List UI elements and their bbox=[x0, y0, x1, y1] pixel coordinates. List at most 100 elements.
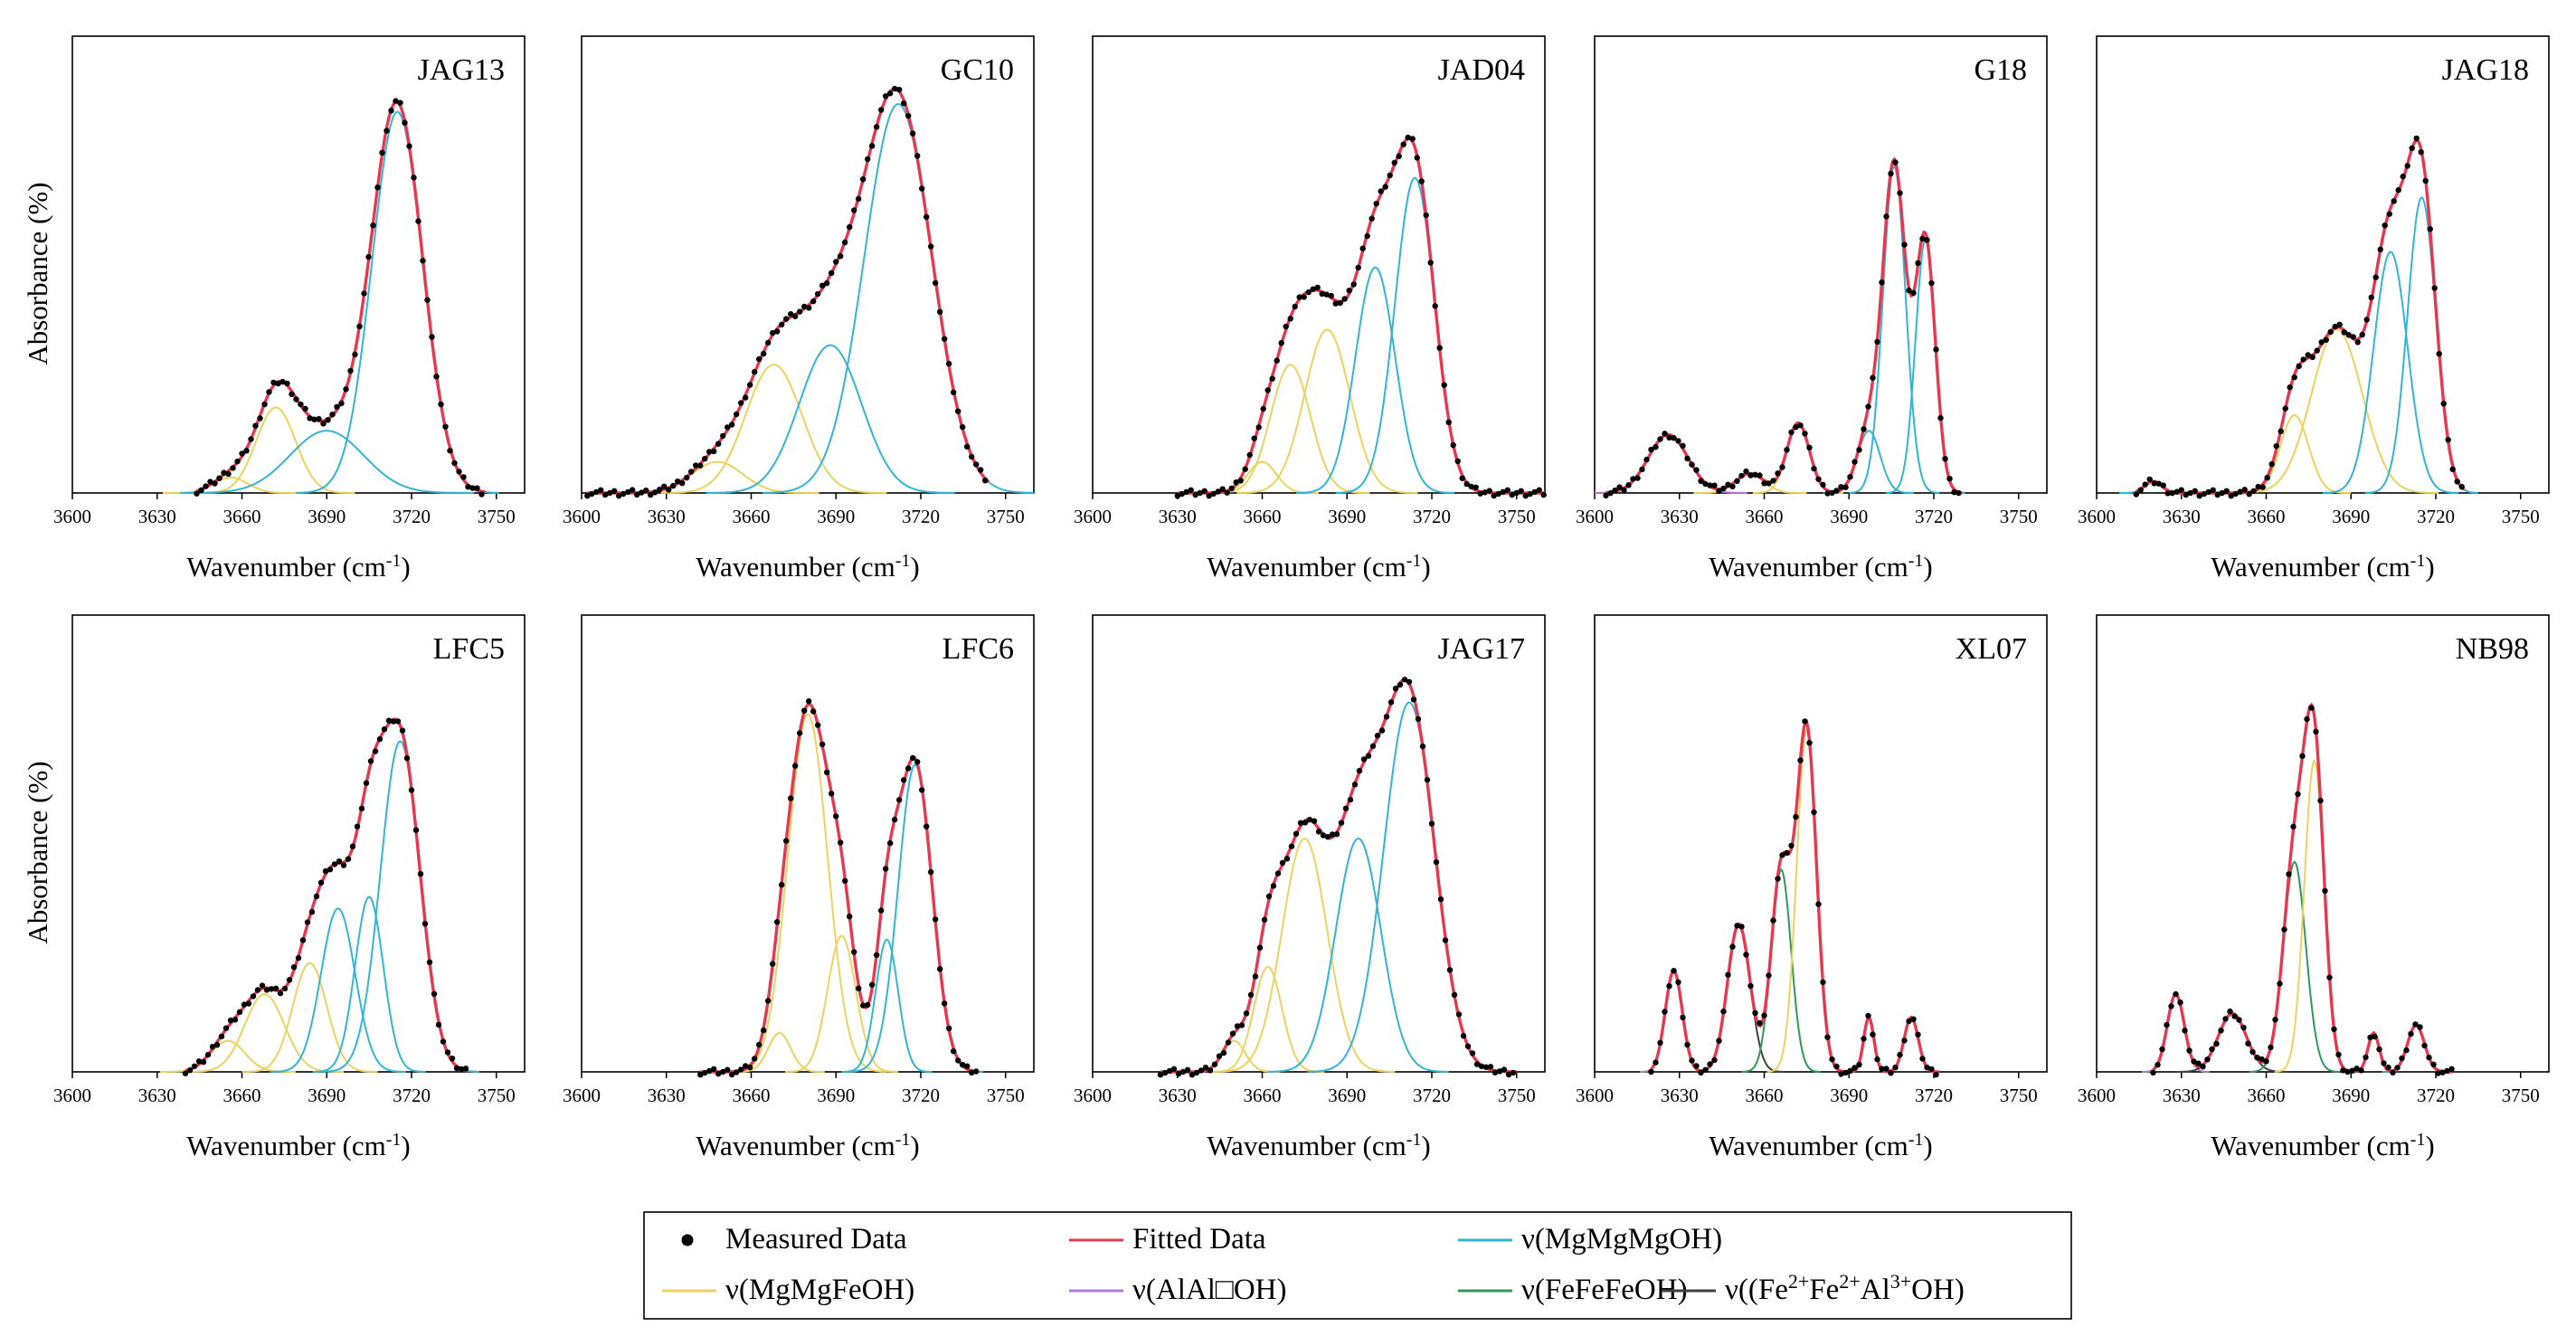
measured-point bbox=[747, 382, 753, 388]
measured-point bbox=[942, 1000, 948, 1007]
measured-point bbox=[453, 1065, 460, 1072]
measured-point bbox=[1482, 1064, 1490, 1070]
measured-point bbox=[801, 707, 808, 714]
measured-point bbox=[1847, 1067, 1853, 1075]
measured-point bbox=[1445, 419, 1452, 425]
measured-point bbox=[1368, 215, 1375, 222]
measured-point bbox=[1910, 289, 1917, 296]
measured-point bbox=[225, 470, 232, 478]
peak-mgmgfe-3672 bbox=[196, 406, 355, 494]
measured-point bbox=[230, 465, 236, 471]
legend-label: ν(FeFeFeOH) bbox=[1521, 1274, 1688, 1306]
measured-point bbox=[2155, 480, 2162, 487]
measured-point bbox=[2300, 356, 2306, 363]
measured-point bbox=[2350, 334, 2356, 340]
measured-point bbox=[860, 176, 867, 183]
measured-point bbox=[1504, 487, 1511, 493]
measured-point bbox=[2219, 489, 2225, 497]
measured-point bbox=[1906, 1018, 1912, 1025]
measured-point bbox=[209, 1044, 216, 1050]
fitted-curve bbox=[185, 717, 469, 1073]
measured-point bbox=[2227, 1008, 2233, 1015]
measured-point bbox=[765, 998, 772, 1004]
measured-point bbox=[1725, 971, 1731, 978]
measured-point bbox=[1870, 374, 1876, 381]
measured-point bbox=[1288, 843, 1295, 849]
measured-point bbox=[250, 993, 257, 1000]
measured-point bbox=[216, 475, 223, 481]
measured-point bbox=[1369, 743, 1377, 750]
panel-title: LFC6 bbox=[942, 632, 1014, 666]
measured-point bbox=[1788, 429, 1795, 436]
measured-point bbox=[1616, 484, 1623, 490]
measured-point bbox=[602, 491, 609, 498]
fitted-curve bbox=[1160, 677, 1517, 1074]
measured-point bbox=[2178, 487, 2184, 493]
measured-point bbox=[261, 401, 268, 408]
measured-point bbox=[2326, 974, 2333, 981]
peak-mgmgfe-3685 bbox=[2235, 328, 2439, 494]
measured-point bbox=[1711, 482, 1718, 488]
measured-point bbox=[2195, 1060, 2202, 1066]
measured-point bbox=[792, 313, 799, 319]
y-axis-label: Absorbance (%) bbox=[22, 182, 53, 365]
peak-alal-3626 bbox=[1595, 433, 1747, 494]
measured-point bbox=[865, 156, 871, 163]
measured-point bbox=[1888, 170, 1894, 177]
measured-point bbox=[2164, 1021, 2170, 1028]
measured-point bbox=[458, 1066, 465, 1073]
measured-point bbox=[1720, 485, 1727, 492]
measured-point bbox=[1540, 491, 1547, 498]
measured-point bbox=[1392, 686, 1399, 692]
y-axis-label: Absorbance (%) bbox=[22, 761, 53, 943]
plot-frame bbox=[2096, 614, 2550, 1073]
measured-point bbox=[2263, 1058, 2269, 1065]
measured-point bbox=[1338, 820, 1345, 826]
measured-point bbox=[1432, 303, 1438, 309]
measured-point bbox=[2367, 1034, 2373, 1041]
measured-point bbox=[946, 1025, 952, 1032]
peak-alal-3628 bbox=[2141, 992, 2211, 1073]
measured-point bbox=[1752, 471, 1758, 478]
measured-point bbox=[842, 239, 848, 246]
measured-point bbox=[1815, 901, 1822, 907]
measured-point bbox=[1522, 493, 1529, 499]
measured-point bbox=[451, 460, 458, 467]
peak-fefefe-3670 bbox=[2249, 860, 2340, 1073]
measured-point bbox=[2241, 487, 2248, 493]
measured-point bbox=[1919, 1056, 1926, 1062]
measured-point bbox=[2278, 428, 2284, 434]
measured-point bbox=[670, 482, 677, 489]
measured-point bbox=[1806, 740, 1813, 746]
measured-point bbox=[2214, 491, 2221, 498]
peak-mgmgfe-3668 bbox=[185, 992, 344, 1073]
measured-point bbox=[1743, 468, 1749, 475]
measured-point bbox=[1279, 859, 1286, 867]
measured-point bbox=[367, 758, 374, 764]
measured-point bbox=[901, 100, 907, 107]
measured-point bbox=[1364, 232, 1370, 240]
measured-points bbox=[2150, 705, 2455, 1076]
measured-point bbox=[761, 350, 767, 357]
measured-point bbox=[1892, 1064, 1899, 1071]
measured-point bbox=[1752, 1009, 1758, 1017]
x-tick-label: 3750 bbox=[2000, 506, 2038, 527]
measured-point bbox=[905, 765, 912, 772]
measured-point bbox=[462, 1066, 469, 1072]
measured-point bbox=[248, 436, 254, 442]
measured-point bbox=[361, 290, 367, 297]
measured-point bbox=[1625, 482, 1632, 488]
x-tick-label: 3720 bbox=[2417, 506, 2455, 527]
x-tick-label: 3600 bbox=[53, 506, 91, 527]
measured-point bbox=[1350, 281, 1357, 288]
measured-point bbox=[2404, 163, 2410, 169]
measured-point bbox=[801, 303, 808, 310]
panel-title: JAG17 bbox=[1438, 632, 1525, 666]
measured-point bbox=[1738, 472, 1745, 479]
measured-point bbox=[901, 777, 907, 783]
measured-point bbox=[919, 185, 925, 192]
measured-point bbox=[1788, 842, 1795, 849]
peak-alal-3628 bbox=[1639, 969, 1709, 1073]
measured-point bbox=[928, 243, 934, 250]
x-tick-label: 3690 bbox=[1328, 1085, 1366, 1106]
